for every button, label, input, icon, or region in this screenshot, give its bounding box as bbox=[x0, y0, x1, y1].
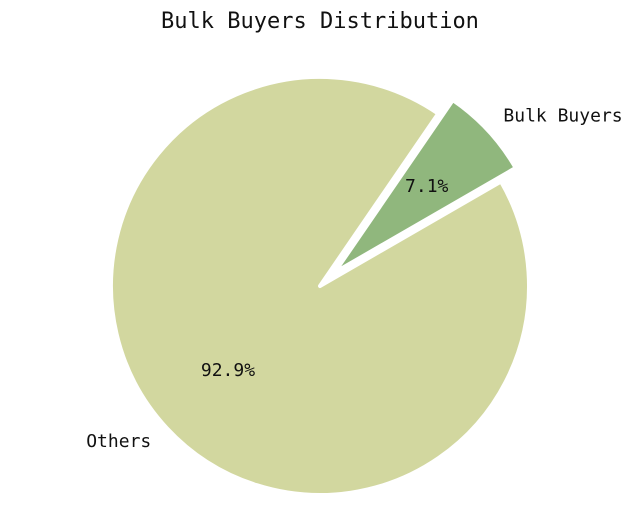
pie-labels: Bulk Buyers 7.1% Others 92.9% bbox=[86, 105, 622, 452]
chart-title: Bulk Buyers Distribution bbox=[161, 9, 479, 34]
pie-slices bbox=[109, 75, 531, 497]
pie-slice-0 bbox=[332, 98, 518, 275]
pct-label-0: 7.1% bbox=[405, 176, 449, 197]
pct-label-1: 92.9% bbox=[201, 360, 255, 381]
pie-slice-1 bbox=[109, 75, 531, 497]
slice-label-1: Others bbox=[86, 431, 151, 452]
slice-label-0: Bulk Buyers bbox=[503, 105, 622, 126]
